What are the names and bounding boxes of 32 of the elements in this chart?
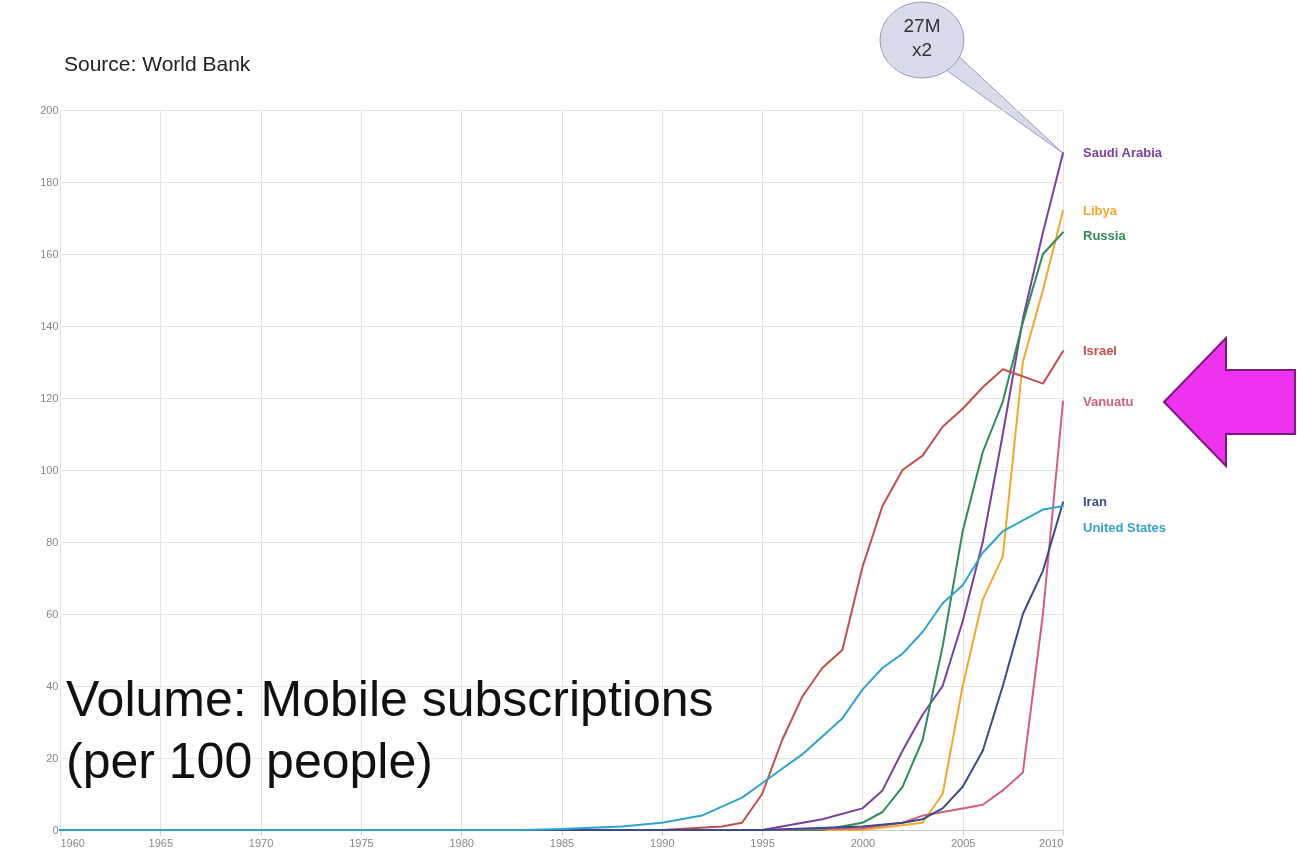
y-tick-label: 60 — [46, 607, 59, 620]
series-label: United States — [1083, 519, 1167, 535]
x-tick-label: 1970 — [248, 836, 274, 849]
y-tick-label: 200 — [40, 103, 59, 116]
series-label: Saudi Arabia — [1083, 145, 1163, 161]
y-tick-label: 140 — [40, 319, 59, 332]
x-tick-label: 1980 — [449, 836, 474, 849]
x-tick-label: 1985 — [549, 836, 575, 849]
x-tick-label: 1965 — [148, 836, 174, 849]
y-tick-label: 40 — [46, 679, 59, 692]
y-tick-label: 180 — [40, 175, 59, 188]
x-tick-label: 2000 — [850, 836, 876, 849]
series-label: Vanuatu — [1083, 393, 1134, 409]
x-tick-label: 1990 — [650, 836, 675, 849]
series-label: Russia — [1083, 228, 1127, 243]
source-note: Source: World Bank — [64, 52, 251, 76]
series-label: Israel — [1083, 343, 1117, 359]
x-tick-label: 2005 — [950, 836, 976, 849]
y-tick-label: 20 — [46, 751, 59, 764]
x-tick-label: 1960 — [60, 836, 85, 849]
x-tick-label: 1995 — [750, 836, 775, 849]
annotation: Volume: Mobile subscriptions (per 100 people) — [66, 670, 715, 791]
series-label: Iran — [1083, 494, 1107, 510]
series-label: Libya — [1083, 202, 1118, 218]
y-tick-label: 100 — [40, 463, 59, 476]
y-tick-label: 80 — [46, 535, 59, 548]
x-tick-label: 1975 — [349, 836, 374, 849]
x-tick-label: 2010 — [1039, 836, 1064, 849]
y-tick-label: 120 — [40, 391, 59, 404]
y-tick-label: 0 — [52, 823, 59, 836]
y-tick-label: 160 — [40, 247, 59, 260]
text: 27M x2 — [902, 14, 942, 62]
